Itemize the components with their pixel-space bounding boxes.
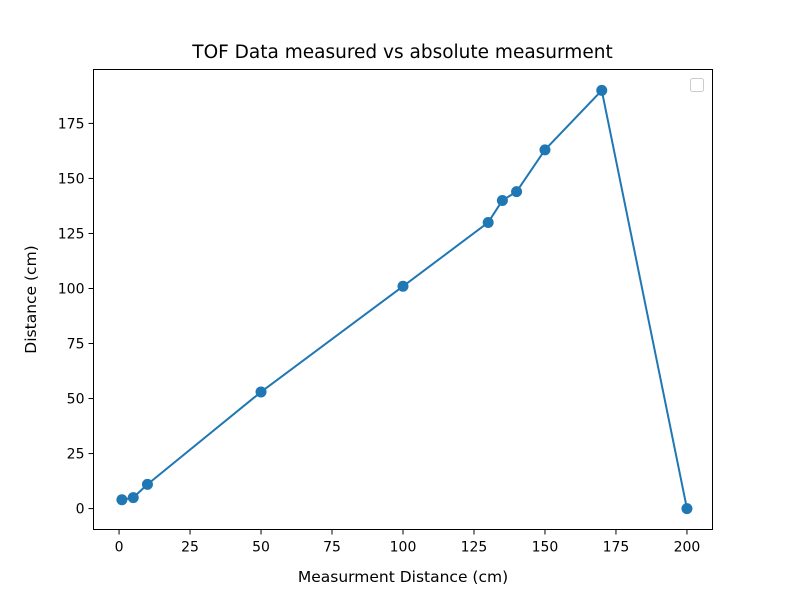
y-axis-label: Distance (cm)	[22, 245, 40, 353]
plot-area	[93, 69, 713, 530]
data-point	[539, 144, 551, 156]
y-tick-label: 0	[76, 502, 85, 518]
series-layer	[116, 84, 693, 515]
chart-title: TOF Data measured vs absolute measurment	[191, 42, 612, 63]
x-tick-label: 200	[674, 540, 701, 556]
data-point	[255, 386, 267, 398]
x-tick-label: 125	[461, 540, 488, 556]
y-axis: 0 25 50 75 100 125 150 175	[58, 116, 94, 518]
data-point	[681, 503, 693, 515]
x-tick-label: 25	[181, 540, 199, 556]
data-point	[511, 186, 523, 198]
y-tick-label: 25	[67, 447, 85, 463]
x-axis-label: Measurment Distance (cm)	[298, 568, 508, 586]
x-tick-label: 75	[323, 540, 341, 556]
x-tick-label: 50	[252, 540, 270, 556]
data-point	[141, 478, 153, 490]
x-tick-label: 0	[115, 540, 124, 556]
data-point	[397, 280, 409, 292]
y-tick-label: 175	[58, 116, 85, 132]
y-tick-label: 125	[58, 226, 85, 242]
x-axis: 0 25 50 75 100 125 150 175 200	[115, 529, 701, 556]
x-tick-label: 150	[532, 540, 559, 556]
x-tick-label: 100	[390, 540, 417, 556]
series-line	[121, 89, 688, 509]
data-point	[482, 216, 494, 228]
data-point	[496, 194, 508, 206]
data-point	[596, 84, 608, 96]
y-tick-label: 150	[58, 171, 85, 187]
y-tick-label: 100	[58, 281, 85, 297]
x-tick-label: 175	[603, 540, 630, 556]
y-tick-label: 50	[67, 392, 85, 408]
plot-frame	[93, 69, 713, 530]
data-point	[127, 492, 139, 504]
legend-box	[690, 78, 704, 92]
y-tick-label: 75	[67, 337, 85, 353]
data-point	[116, 494, 128, 506]
